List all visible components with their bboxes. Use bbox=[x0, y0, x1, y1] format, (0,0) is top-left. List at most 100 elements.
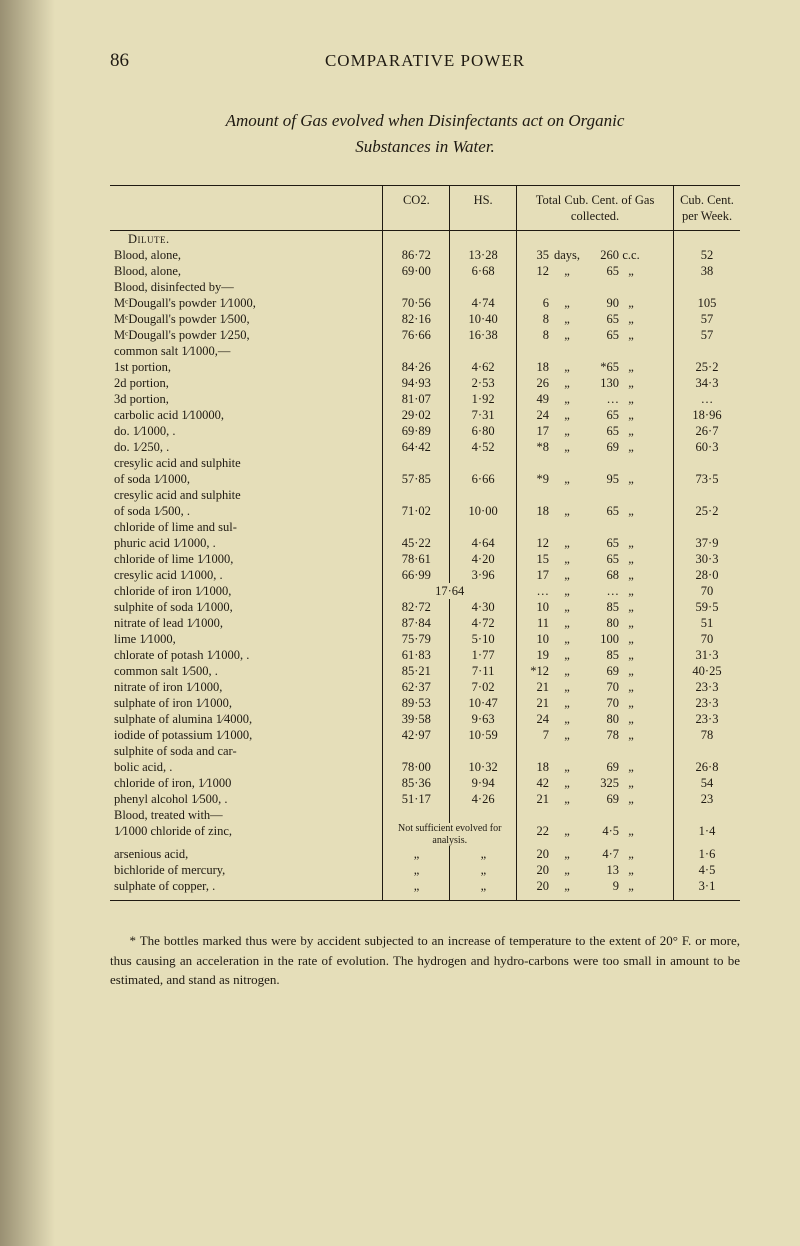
cell-hs bbox=[450, 743, 517, 759]
row-label: cresylic acid and sulphite bbox=[110, 487, 383, 503]
cell-co2: 51·17 bbox=[383, 791, 450, 807]
row-label: Blood, alone, bbox=[110, 263, 383, 279]
cell-gas: 12„65„ bbox=[517, 263, 674, 279]
cell-cub: 57 bbox=[674, 327, 740, 343]
table-row: nitrate of iron 1⁄1000,62·377·0221„70„23… bbox=[110, 679, 740, 695]
row-label: MᶜDougall's powder 1⁄250, bbox=[110, 327, 383, 343]
cell-hs: 7·11 bbox=[450, 663, 517, 679]
row-label: nitrate of iron 1⁄1000, bbox=[110, 679, 383, 695]
cell-gas: 24„65„ bbox=[517, 407, 674, 423]
cell-hs: 10·00 bbox=[450, 503, 517, 519]
section-head: Blood, treated with— bbox=[114, 808, 223, 822]
cell-cub: 52 bbox=[674, 247, 740, 263]
cell-gas: 18„65„ bbox=[517, 503, 674, 519]
col-head-hs: HS. bbox=[450, 186, 517, 231]
cell-co2: 85·36 bbox=[383, 775, 450, 791]
section-head: Dilute. bbox=[114, 232, 170, 246]
table-row: sulphate of iron 1⁄1000,89·5310·4721„70„… bbox=[110, 695, 740, 711]
cell-hs: 4·20 bbox=[450, 551, 517, 567]
row-label: cresylic acid 1⁄1000, . bbox=[110, 567, 383, 583]
row-label: arsenious acid, bbox=[110, 846, 383, 862]
cell-cub: 31·3 bbox=[674, 647, 740, 663]
cell-co2: 89·53 bbox=[383, 695, 450, 711]
cell-co2: 81·07 bbox=[383, 391, 450, 407]
row-label: common salt 1⁄1000,— bbox=[110, 343, 383, 359]
cell-hs: 5·10 bbox=[450, 631, 517, 647]
cell-gas: 18„*65„ bbox=[517, 359, 674, 375]
cell-cub: 105 bbox=[674, 295, 740, 311]
table-row: cresylic acid 1⁄1000, .66·993·9617„68„28… bbox=[110, 567, 740, 583]
cell-hs: 4·64 bbox=[450, 535, 517, 551]
table-row: 1st portion,84·264·6218„*65„25·2 bbox=[110, 359, 740, 375]
cell-cub: 70 bbox=[674, 583, 740, 599]
cell-hs: „ bbox=[450, 878, 517, 901]
cell-hs: 10·47 bbox=[450, 695, 517, 711]
cell-co2: „ bbox=[383, 846, 450, 862]
row-label: chloride of lime and sul- bbox=[110, 519, 383, 535]
cell-hs: 10·32 bbox=[450, 759, 517, 775]
title-line-1: Amount of Gas evolved when Disinfectants… bbox=[226, 111, 625, 130]
cell-cub: 34·3 bbox=[674, 375, 740, 391]
cell-gas: 17„68„ bbox=[517, 567, 674, 583]
cell-gas: 26„130„ bbox=[517, 375, 674, 391]
cell-cub: 59·5 bbox=[674, 599, 740, 615]
cell-co2: 39·58 bbox=[383, 711, 450, 727]
row-label: bichloride of mercury, bbox=[110, 862, 383, 878]
cell-gas: *12„69„ bbox=[517, 663, 674, 679]
cell-hs bbox=[450, 519, 517, 535]
table-row: Blood, alone,69·006·6812„65„38 bbox=[110, 263, 740, 279]
table-row: of soda 1⁄1000,57·856·66*9„95„73·5 bbox=[110, 471, 740, 487]
cell-cub: 1·6 bbox=[674, 846, 740, 862]
cell-co2: 94·93 bbox=[383, 375, 450, 391]
row-label: 2d portion, bbox=[110, 375, 383, 391]
row-label: of soda 1⁄500, . bbox=[110, 503, 383, 519]
cell-cub: 57 bbox=[674, 311, 740, 327]
row-label: do. 1⁄250, . bbox=[110, 439, 383, 455]
cell-cub: 25·2 bbox=[674, 359, 740, 375]
row-label: chlorate of potash 1⁄1000, . bbox=[110, 647, 383, 663]
table-row: sulphate of copper, .„„20„9„3·1 bbox=[110, 878, 740, 901]
cell-gas: 21„70„ bbox=[517, 695, 674, 711]
table-row: nitrate of lead 1⁄1000,87·844·7211„80„51 bbox=[110, 615, 740, 631]
row-label: lime 1⁄1000, bbox=[110, 631, 383, 647]
table-row: sulphate of alumina 1⁄4000,39·589·6324„8… bbox=[110, 711, 740, 727]
table-row: common salt 1⁄500, .85·217·11*12„69„40·2… bbox=[110, 663, 740, 679]
cell-cub bbox=[674, 743, 740, 759]
cell-gas bbox=[517, 743, 674, 759]
row-label: MᶜDougall's powder 1⁄1000, bbox=[110, 295, 383, 311]
cell-cub: 51 bbox=[674, 615, 740, 631]
row-label: cresylic acid and sulphite bbox=[110, 455, 383, 471]
table-row: chloride of iron 1⁄1000,17·64…„…„70 bbox=[110, 583, 740, 599]
cell-co2: 69·89 bbox=[383, 423, 450, 439]
table-row: do. 1⁄1000, .69·896·8017„65„26·7 bbox=[110, 423, 740, 439]
cell-cub bbox=[674, 343, 740, 359]
cell-cub bbox=[674, 519, 740, 535]
table-row: Blood, alone,86·7213·2835days,260c.c.52 bbox=[110, 247, 740, 263]
cell-cub: 26·8 bbox=[674, 759, 740, 775]
table-row: bolic acid, .78·0010·3218„69„26·8 bbox=[110, 759, 740, 775]
row-label: do. 1⁄1000, . bbox=[110, 423, 383, 439]
cell-co2: 78·00 bbox=[383, 759, 450, 775]
table-row: chlorate of potash 1⁄1000, .61·831·7719„… bbox=[110, 647, 740, 663]
cell-gas bbox=[517, 487, 674, 503]
table-row: do. 1⁄250, .64·424·52*8„69„60·3 bbox=[110, 439, 740, 455]
table-row: iodide of potassium 1⁄1000,42·9710·597„7… bbox=[110, 727, 740, 743]
cell-hs bbox=[450, 487, 517, 503]
table-row: bichloride of mercury,„„20„13„4·5 bbox=[110, 862, 740, 878]
cell-co2: 82·72 bbox=[383, 599, 450, 615]
table-row: 2d portion,94·932·5326„130„34·3 bbox=[110, 375, 740, 391]
table-row: chloride of lime and sul- bbox=[110, 519, 740, 535]
cell-gas: 42„325„ bbox=[517, 775, 674, 791]
cell-hs: 6·68 bbox=[450, 263, 517, 279]
row-label: iodide of potassium 1⁄1000, bbox=[110, 727, 383, 743]
cell-cub: 23·3 bbox=[674, 679, 740, 695]
cell-hs: „ bbox=[450, 862, 517, 878]
cell-co2: 86·72 bbox=[383, 247, 450, 263]
cell-cub: 28·0 bbox=[674, 567, 740, 583]
table-row: chloride of lime 1⁄1000,78·614·2015„65„3… bbox=[110, 551, 740, 567]
table-row: carbolic acid 1⁄10000,29·027·3124„65„18·… bbox=[110, 407, 740, 423]
table-row: MᶜDougall's powder 1⁄1000,70·564·746„90„… bbox=[110, 295, 740, 311]
cell-cub: 23 bbox=[674, 791, 740, 807]
cell-gas: 17„65„ bbox=[517, 423, 674, 439]
table-row: chloride of iron, 1⁄100085·369·9442„325„… bbox=[110, 775, 740, 791]
